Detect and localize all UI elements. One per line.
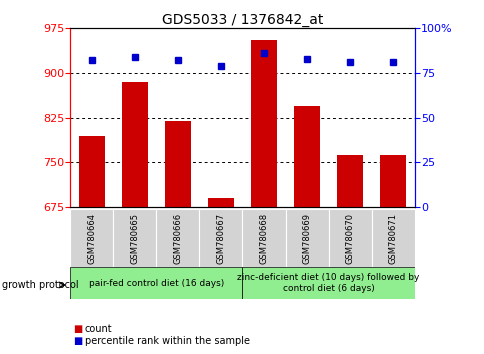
Bar [336,155,362,207]
FancyBboxPatch shape [285,209,328,267]
Bar [208,198,233,207]
FancyBboxPatch shape [328,209,371,267]
Text: GSM780665: GSM780665 [130,212,139,264]
FancyBboxPatch shape [70,209,113,267]
FancyBboxPatch shape [371,209,414,267]
Bar [379,155,405,207]
Text: pair-fed control diet (16 days): pair-fed control diet (16 days) [89,279,224,288]
Bar [79,136,105,207]
FancyBboxPatch shape [113,209,156,267]
Title: GDS5033 / 1376842_at: GDS5033 / 1376842_at [162,13,322,27]
Text: growth protocol: growth protocol [2,280,79,290]
Text: GSM780670: GSM780670 [345,212,354,264]
Text: percentile rank within the sample: percentile rank within the sample [85,336,249,346]
Text: GSM780668: GSM780668 [259,212,268,264]
FancyBboxPatch shape [156,209,199,267]
Bar [251,40,276,207]
Text: zinc-deficient diet (10 days) followed by
control diet (6 days): zinc-deficient diet (10 days) followed b… [237,274,419,293]
Text: count: count [85,324,112,333]
Text: GSM780664: GSM780664 [87,212,96,264]
FancyBboxPatch shape [199,209,242,267]
Bar [121,82,148,207]
FancyBboxPatch shape [70,267,242,299]
Bar [165,121,190,207]
FancyBboxPatch shape [242,267,414,299]
Text: ■: ■ [73,324,82,333]
FancyBboxPatch shape [242,209,285,267]
Text: GSM780671: GSM780671 [388,212,397,264]
Text: GSM780669: GSM780669 [302,212,311,264]
Text: GSM780666: GSM780666 [173,212,182,264]
Text: GSM780667: GSM780667 [216,212,225,264]
Text: ■: ■ [73,336,82,346]
Bar [293,106,319,207]
